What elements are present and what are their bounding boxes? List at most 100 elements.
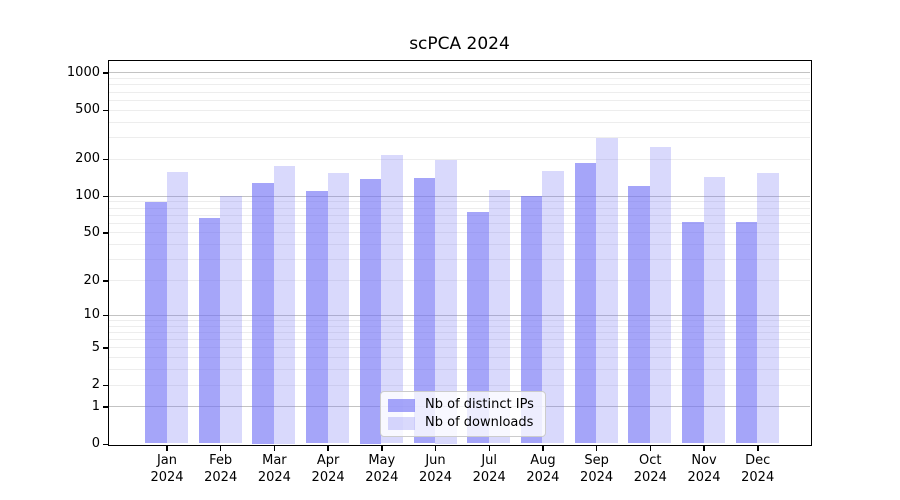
x-tick-mark	[595, 445, 598, 451]
y-tick-mark	[102, 158, 108, 161]
x-tick-mark	[219, 445, 222, 451]
y-tick-mark	[102, 314, 108, 317]
x-tick-label: Jun 2024	[418, 453, 453, 485]
major-gridline	[108, 72, 810, 74]
x-tick-mark	[381, 445, 383, 451]
x-tick-label: Dec 2024	[741, 453, 775, 485]
y-tick-label: 5	[91, 339, 100, 355]
minor-gridline	[108, 357, 810, 359]
minor-gridline	[108, 280, 810, 281]
bar-distinct-ips	[628, 186, 650, 444]
plot-area	[107, 59, 812, 446]
x-tick-label: Nov 2024	[687, 453, 721, 485]
y-tick-mark	[102, 195, 108, 198]
x-tick-label: Aug 2024	[526, 453, 560, 485]
minor-gridline	[108, 384, 810, 386]
y-tick-mark	[102, 443, 108, 445]
chart-title: scPCA 2024	[409, 34, 510, 54]
legend-label-distinct-ips: Nb of distinct IPs	[425, 397, 534, 412]
bar-downloads	[703, 177, 725, 444]
legend-label-downloads: Nb of downloads	[425, 415, 534, 430]
legend-item-downloads: Nb of downloads	[388, 415, 537, 431]
x-tick-label: Jul 2024	[472, 453, 506, 485]
minor-gridline	[108, 109, 810, 111]
minor-gridline	[108, 207, 810, 209]
x-tick-label: May 2024	[365, 453, 399, 485]
minor-gridline	[108, 259, 810, 261]
legend-item-distinct-ips: Nb of distinct IPs	[388, 397, 537, 413]
minor-gridline	[108, 121, 810, 123]
bar-distinct-ips	[574, 163, 597, 444]
y-tick-label: 0	[91, 436, 100, 451]
y-tick-mark	[102, 109, 108, 112]
y-tick-label: 200	[75, 151, 100, 167]
legend-swatch-distinct-ips	[388, 398, 415, 412]
x-tick-label: Feb 2024	[204, 453, 238, 485]
bar-downloads	[596, 137, 618, 444]
y-tick-mark	[102, 384, 108, 386]
minor-gridline	[108, 325, 810, 327]
x-tick-mark	[327, 445, 329, 451]
y-tick-mark	[102, 280, 108, 282]
bar-downloads	[649, 146, 672, 444]
minor-gridline	[108, 319, 810, 321]
x-tick-label: Oct 2024	[633, 453, 667, 485]
bar-downloads	[166, 172, 188, 444]
x-tick-label: Apr 2024	[311, 453, 345, 485]
y-tick-mark	[102, 406, 108, 408]
minor-gridline	[108, 339, 810, 340]
y-tick-label: 2	[91, 377, 100, 392]
x-tick-label: Jan 2024	[150, 453, 184, 485]
minor-gridline	[108, 232, 810, 234]
bar-distinct-ips	[252, 182, 274, 444]
y-tick-mark	[102, 232, 108, 234]
bar-downloads	[757, 172, 779, 444]
bar-distinct-ips	[359, 178, 382, 444]
major-gridline	[108, 195, 810, 197]
minor-gridline	[108, 369, 810, 370]
x-tick-mark	[542, 445, 544, 451]
bar-distinct-ips	[520, 196, 543, 444]
y-tick-mark	[102, 347, 108, 349]
x-tick-mark	[488, 445, 490, 451]
minor-gridline	[108, 222, 810, 224]
bar-downloads	[542, 170, 564, 444]
minor-gridline	[108, 347, 810, 349]
x-tick-mark	[434, 445, 437, 451]
minor-gridline	[108, 201, 810, 203]
x-tick-mark	[273, 445, 276, 451]
minor-gridline	[108, 91, 810, 93]
bar-distinct-ips	[145, 202, 167, 444]
bar-distinct-ips	[467, 211, 489, 444]
bar-downloads	[381, 154, 403, 444]
legend-swatch-downloads	[388, 416, 415, 430]
bar-downloads	[327, 173, 350, 444]
x-tick-mark	[757, 445, 759, 451]
minor-gridline	[108, 99, 810, 101]
y-tick-label: 100	[75, 188, 100, 204]
bar-downloads	[273, 165, 296, 444]
minor-gridline	[108, 331, 810, 333]
y-tick-label: 1	[91, 398, 100, 414]
minor-gridline	[108, 78, 810, 80]
y-tick-mark	[102, 72, 108, 74]
x-tick-label: Sep 2024	[580, 453, 614, 485]
x-tick-mark	[166, 445, 168, 451]
bar-distinct-ips	[735, 221, 758, 444]
major-gridline	[108, 314, 810, 316]
y-tick-label: 1000	[66, 64, 100, 80]
bar-downloads	[220, 195, 242, 444]
minor-gridline	[108, 84, 810, 86]
x-tick-mark	[703, 445, 705, 451]
x-tick-mark	[649, 445, 651, 451]
minor-gridline	[108, 214, 810, 216]
y-tick-label: 50	[83, 224, 100, 240]
legend: Nb of distinct IPs Nb of downloads	[380, 391, 546, 437]
minor-gridline	[108, 244, 810, 246]
y-tick-label: 10	[83, 307, 100, 323]
bar-downloads	[435, 159, 457, 444]
bar-downloads	[488, 189, 511, 444]
y-tick-label: 500	[75, 102, 100, 118]
minor-gridline	[108, 158, 810, 160]
